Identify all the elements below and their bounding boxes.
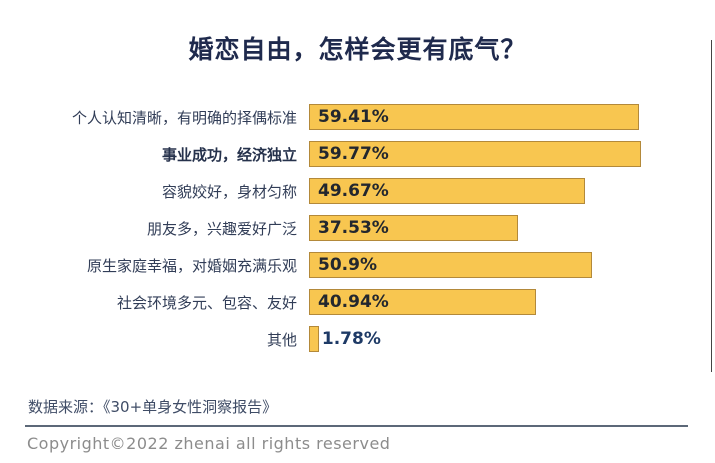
bar-value-label: 59.41%	[318, 107, 389, 127]
chart-right-border-line	[711, 40, 712, 372]
bar-value-label: 37.53%	[318, 218, 389, 238]
data-source-text: 数据来源：《30+单身女性洞察报告》	[28, 398, 278, 416]
bar-value-label: 50.9%	[318, 255, 377, 275]
bar-track: 37.53%	[309, 215, 715, 241]
bar-track: 1.78%	[309, 326, 715, 352]
bar-value-label: 40.94%	[318, 292, 389, 312]
category-label: 朋友多，兴趣爱好广泛	[146, 219, 297, 238]
bar-value-label: 49.67%	[318, 181, 389, 201]
footer-divider-line	[25, 425, 688, 427]
bar: 49.67%	[309, 178, 585, 204]
bar-track: 49.67%	[309, 178, 715, 204]
bar-row: 容貌姣好，身材匀称 49.67%	[0, 178, 715, 204]
category-label: 容貌姣好，身材匀称	[161, 182, 297, 201]
bar-track: 59.41%	[309, 104, 715, 130]
bar-value-label: 59.77%	[318, 144, 389, 164]
bar: 50.9%	[309, 252, 592, 278]
bar-row: 其他 1.78%	[0, 326, 715, 352]
category-label: 其他	[266, 330, 297, 349]
bar: 59.41%	[309, 104, 639, 130]
bar-value-label: 1.78%	[321, 329, 381, 349]
bar	[309, 326, 319, 352]
bar-row: 原生家庭幸福，对婚姻充满乐观 50.9%	[0, 252, 715, 278]
bar-track: 40.94%	[309, 289, 715, 315]
bar-track: 50.9%	[309, 252, 715, 278]
bar-chart: 个人认知清晰，有明确的择偶标准 59.41% 事业成功，经济独立 59.77% 容貌姣好…	[0, 104, 715, 363]
bar-track: 59.77%	[309, 141, 715, 167]
bar-row: 个人认知清晰，有明确的择偶标准 59.41%	[0, 104, 715, 130]
bar-row: 社会环境多元、包容、友好 40.94%	[0, 289, 715, 315]
category-label: 个人认知清晰，有明确的择偶标准	[71, 108, 297, 127]
category-label: 事业成功，经济独立	[161, 145, 297, 164]
category-label: 社会环境多元、包容、友好	[116, 293, 297, 312]
bar-row: 事业成功，经济独立 59.77%	[0, 141, 715, 167]
bar: 40.94%	[309, 289, 537, 315]
bar-row: 朋友多，兴趣爱好广泛 37.53%	[0, 215, 715, 241]
copyright-text: Copyright©2022 zhenai all rights reserve…	[27, 434, 391, 453]
bar: 37.53%	[309, 215, 518, 241]
chart-title: 婚恋自由，怎样会更有底气？	[188, 35, 527, 64]
category-label: 原生家庭幸福，对婚姻充满乐观	[86, 256, 297, 275]
bar: 59.77%	[309, 141, 641, 167]
